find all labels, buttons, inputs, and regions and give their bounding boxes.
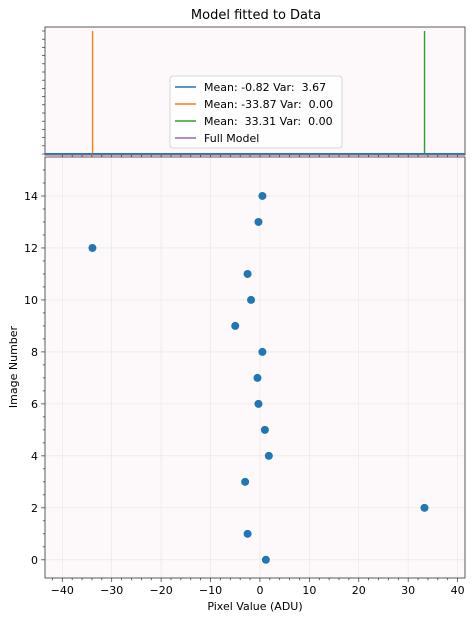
y-tick-label: 8	[31, 346, 38, 359]
x-tick-label: 10	[302, 584, 316, 597]
y-axis-ticks: 0 2 4 6 8 10 12 14	[24, 169, 45, 567]
x-tick-label: 0	[256, 584, 263, 597]
data-points	[88, 191, 429, 564]
y-tick-label: 4	[31, 450, 38, 463]
data-point	[260, 425, 269, 434]
y-tick-label: 10	[24, 294, 38, 307]
x-axis-ticks: −40 −30 −20 −10 0 10 20 30 40	[51, 578, 465, 597]
legend-label-1: Mean: -0.82 Var: 3.67	[204, 81, 326, 94]
data-point	[231, 321, 240, 330]
model-lines	[45, 31, 465, 155]
legend-label-3: Mean: 33.31 Var: 0.00	[204, 115, 333, 128]
y-tick-label: 14	[24, 190, 38, 203]
x-tick-label: −20	[150, 584, 173, 597]
data-point	[254, 399, 263, 408]
data-point	[243, 269, 252, 278]
x-tick-label: −10	[199, 584, 222, 597]
y-tick-label: 0	[31, 554, 38, 567]
data-panel-frame	[44, 156, 466, 579]
data-point	[420, 503, 429, 512]
x-tick-label: −40	[51, 584, 74, 597]
data-point	[253, 373, 262, 382]
y-tick-label: 12	[24, 242, 38, 255]
x-axis-label: Pixel Value (ADU)	[207, 600, 302, 613]
legend-box	[169, 75, 343, 149]
legend: Mean: -0.82 Var: 3.67 Mean: -33.87 Var: …	[169, 75, 343, 149]
data-panel: −40 −30 −20 −10 0 10 20 30 40 0 2 4 6 8 10 12 14 Pixel …	[7, 156, 466, 613]
x-tick-label: −30	[100, 584, 123, 597]
data-point	[258, 191, 267, 200]
y-tick-label: 6	[31, 398, 38, 411]
x-tick-label: 20	[352, 584, 366, 597]
data-point	[264, 451, 273, 460]
data-point	[241, 477, 250, 486]
data-point	[261, 555, 270, 564]
legend-label-2: Mean: -33.87 Var: 0.00	[204, 98, 333, 111]
y-tick-label: 2	[31, 502, 38, 515]
data-point	[258, 347, 267, 356]
model-panel: Model fitted to Data Mean: -0.82 Var: 3.…	[42, 8, 466, 159]
data-point	[254, 217, 263, 226]
grid	[45, 157, 465, 578]
data-point	[88, 243, 97, 252]
y-axis-label: Image Number	[7, 325, 20, 408]
x-tick-label: 30	[401, 584, 415, 597]
chart-title: Model fitted to Data	[191, 8, 321, 23]
data-point	[243, 529, 252, 538]
data-point	[247, 295, 256, 304]
legend-label-4: Full Model	[204, 132, 259, 145]
x-tick-label: 40	[451, 584, 465, 597]
